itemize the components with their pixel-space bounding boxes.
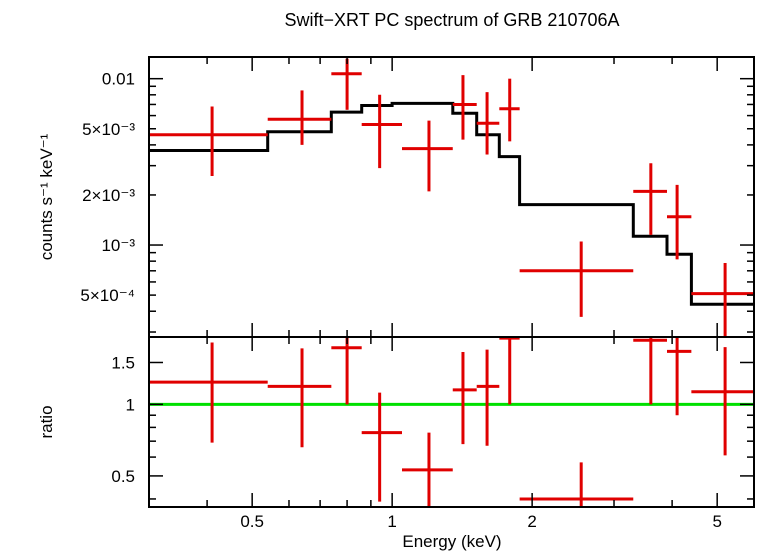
ratio-data-point	[402, 432, 453, 507]
spectrum-data-point	[519, 241, 634, 317]
energy-x-tick-label: 5	[712, 512, 721, 531]
spectrum-data-point	[452, 75, 477, 140]
energy-x-tick-label: 2	[527, 512, 536, 531]
spectrum-data-point	[499, 78, 520, 142]
spectrum-y-tick-label: 5×10⁻⁴	[80, 286, 135, 305]
ratio-data-point	[691, 347, 754, 456]
chart-title: Swift−XRT PC spectrum of GRB 210706A	[285, 10, 620, 30]
spectrum-panel-ticks	[148, 57, 755, 337]
energy-x-tick-label: 0.5	[240, 512, 264, 531]
ratio-y-axis-label: ratio	[37, 405, 56, 438]
ratio-panel-frame	[148, 336, 755, 508]
spectrum-data-point	[267, 90, 332, 145]
spectrum-data-point	[633, 163, 668, 235]
ratio-panel: 0.5 1 1.5 0.5 1 2 5 ratio Energy (keV)	[37, 336, 755, 551]
spectrum-y-tick-labels: 0.01 5×10⁻³ 2×10⁻³ 10⁻³ 5×10⁻⁴	[80, 70, 135, 305]
spectrum-data-series	[149, 58, 754, 337]
spectrum-y-tick-label: 5×10⁻³	[82, 120, 135, 139]
ratio-data-point	[667, 337, 692, 416]
ratio-y-tick-labels: 0.5 1 1.5	[111, 353, 135, 485]
spectrum-data-point	[361, 94, 403, 169]
ratio-data-point	[476, 349, 500, 446]
spectrum-data-point	[331, 58, 362, 110]
spectrum-y-tick-label: 0.01	[102, 70, 135, 89]
energy-x-axis-label: Energy (keV)	[402, 532, 501, 551]
ratio-data-point	[361, 392, 403, 502]
ratio-data-series	[149, 336, 754, 507]
energy-x-tick-labels: 0.5 1 2 5	[240, 512, 722, 531]
ratio-y-tick-label: 0.5	[111, 467, 135, 486]
ratio-data-point	[149, 342, 268, 443]
ratio-y-tick-label: 1	[126, 395, 135, 414]
spectrum-data-point	[149, 106, 268, 177]
ratio-data-point	[633, 337, 668, 405]
model-step-line	[149, 101, 754, 306]
spectrum-y-tick-label: 2×10⁻³	[82, 186, 135, 205]
ratio-data-point	[499, 336, 520, 405]
ratio-data-point	[267, 348, 332, 448]
model-series	[149, 101, 754, 306]
spectrum-y-tick-label: 10⁻³	[101, 236, 135, 255]
spectrum-data-point	[402, 120, 453, 192]
spectrum-y-axis-label: counts s⁻¹ keV⁻¹	[37, 133, 56, 260]
ratio-data-point	[519, 462, 634, 507]
spectrum-panel: 0.01 5×10⁻³ 2×10⁻³ 10⁻³ 5×10⁻⁴ counts s⁻¹ ke…	[37, 56, 755, 338]
ratio-y-tick-label: 1.5	[111, 353, 135, 372]
spectrum-data-point	[476, 92, 500, 155]
ratio-data-point	[452, 352, 477, 445]
energy-x-tick-label: 1	[387, 512, 396, 531]
spectrum-data-point	[667, 184, 692, 260]
ratio-data-point	[331, 337, 362, 405]
spectrum-data-point	[691, 262, 754, 337]
